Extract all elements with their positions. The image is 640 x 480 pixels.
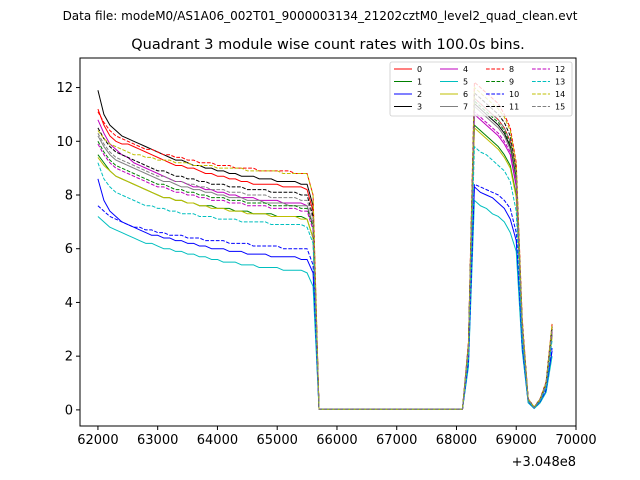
y-tick-label: 10 (56, 135, 73, 150)
legend-label-6: 6 (463, 90, 468, 99)
legend-label-11: 11 (509, 103, 519, 112)
y-axis: 0 2 4 6 8 10 12 (56, 81, 80, 418)
x-tick-label: 66000 (316, 433, 357, 448)
legend-label-5: 5 (463, 78, 468, 87)
y-tick-label: 6 (65, 242, 73, 257)
x-tick-label: 62000 (77, 433, 118, 448)
x-tick-label: 67000 (376, 433, 417, 448)
y-tick-label: 4 (65, 296, 73, 311)
x-axis: 62000 63000 64000 65000 66000 67000 68000 69000… (77, 426, 597, 448)
plot-background (80, 58, 576, 426)
series-line-13 (97, 146, 553, 410)
legend-label-7: 7 (463, 103, 468, 112)
plot-area: 62000 63000 64000 65000 66000 67000 68000 69000… (56, 57, 597, 470)
legend-label-10: 10 (509, 90, 519, 99)
x-tick-label: 64000 (197, 433, 238, 448)
legend-label-1: 1 (417, 78, 422, 87)
legend-label-13: 13 (555, 78, 565, 87)
chart-title: Quadrant 3 module wise count rates with … (131, 37, 525, 53)
y-tick-label: 12 (56, 81, 73, 96)
legend-label-8: 8 (509, 65, 514, 74)
legend-box (389, 61, 573, 117)
x-tick-label: 70000 (555, 433, 596, 448)
legend-label-15: 15 (555, 103, 565, 112)
legend-label-9: 9 (509, 78, 514, 87)
legend-label-12: 12 (555, 65, 565, 74)
x-tick-label: 63000 (137, 433, 178, 448)
x-tick-label: 69000 (496, 433, 537, 448)
x-tick-label: 68000 (436, 433, 477, 448)
plot-frame (79, 57, 577, 427)
x-offset-label: +3.048e8 (512, 455, 576, 470)
legend-label-3: 3 (417, 103, 422, 112)
x-tick-label: 65000 (257, 433, 298, 448)
legend-label-2: 2 (417, 90, 422, 99)
y-tick-label: 0 (65, 403, 73, 418)
y-tick-label: 8 (65, 188, 73, 203)
legend-label-14: 14 (555, 90, 565, 99)
y-tick-label: 2 (65, 350, 73, 365)
suptitle: Data file: modeM0/AS1A06_002T01_90000031… (63, 9, 578, 23)
legend-label-0: 0 (417, 65, 422, 74)
legend-label-4: 4 (463, 65, 468, 74)
